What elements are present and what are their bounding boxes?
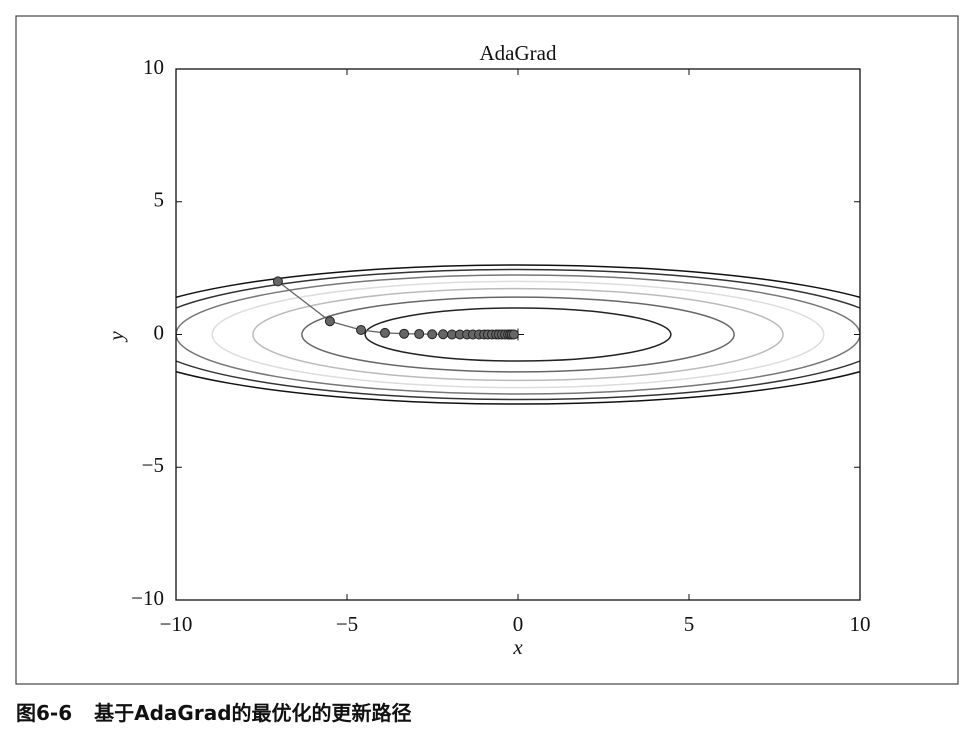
point (399, 328, 410, 339)
contour (211, 280, 825, 389)
chart-title: AdaGrad (480, 41, 557, 65)
figure-label: 图6-6 (16, 701, 73, 725)
y-tick-label: −5 (142, 453, 164, 477)
point (414, 328, 425, 339)
x-tick-label: 10 (850, 612, 871, 636)
point (438, 329, 449, 340)
point (272, 276, 283, 287)
y-tick-label: −10 (131, 586, 164, 610)
x-tick-label: −5 (336, 612, 358, 636)
contour (252, 287, 784, 382)
caption: 图6-6 基于AdaGrad的最优化的更新路径 (16, 697, 412, 726)
point (508, 329, 519, 340)
y-tick-label: 0 (154, 320, 165, 344)
x-tick-label: 0 (513, 612, 524, 636)
contour (176, 268, 860, 401)
contour (301, 296, 735, 373)
point (427, 329, 438, 340)
x-tick-label: 5 (684, 612, 695, 636)
contour (364, 307, 672, 362)
point (356, 324, 367, 335)
x-tick-label: −10 (160, 612, 193, 636)
y-axis-label: y (104, 331, 128, 343)
contour (176, 264, 860, 405)
y-tick-label: 10 (143, 55, 164, 79)
contours (176, 264, 860, 405)
y-tick-label: 5 (154, 188, 165, 212)
point (324, 316, 335, 327)
figure-frame (15, 15, 959, 685)
caption-text: 基于AdaGrad的最优化的更新路径 (94, 701, 412, 725)
x-axis-label: x (512, 635, 523, 659)
point (379, 327, 390, 338)
contour (176, 274, 860, 395)
chart: AdaGrad x y −10 −5 0 5 10 −10 −5 0 5 10 (15, 15, 959, 685)
